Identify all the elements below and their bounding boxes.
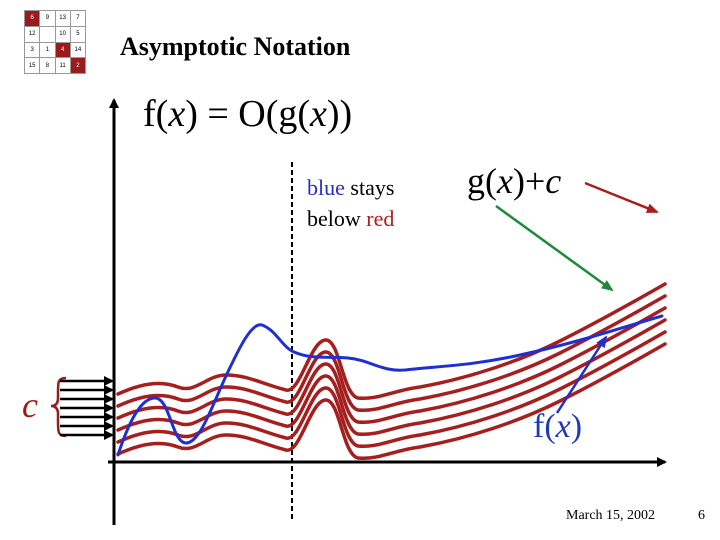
green-pointer-arrow: [495, 204, 614, 292]
c-label: c: [22, 385, 38, 425]
logo-tile: 3: [25, 42, 40, 58]
red-curve: [116, 306, 667, 424]
logo-tile: 10: [55, 26, 70, 42]
puzzle-logo: 6 9 13 7 12 10 5 3 1 4 14 15 8 11 2: [24, 10, 86, 74]
footer-date: March 15, 2002: [566, 508, 656, 523]
red-curve: [116, 318, 667, 436]
c-offset-arrows: [60, 376, 114, 440]
red-curve: [116, 330, 667, 448]
blue-curve: [116, 314, 664, 457]
logo-tile: 5: [70, 26, 85, 42]
logo-tile: 13: [55, 11, 70, 26]
logo-tile: 15: [25, 58, 40, 73]
left-curly-brace: [50, 376, 67, 438]
headline-formula: f(x) = O(g(x)): [143, 93, 353, 135]
logo-tile: 1: [40, 42, 55, 58]
logo-tile: 6: [25, 11, 40, 26]
logo-tile: 11: [55, 58, 70, 73]
red-curve: [116, 294, 667, 412]
annotation-note: blue stays below red: [307, 175, 395, 231]
red-pointer-arrow: [584, 181, 659, 214]
red-curve: [116, 342, 667, 460]
logo-tile: 7: [70, 11, 85, 26]
blue-pointer-arrow: [555, 335, 608, 414]
logo-tile: 8: [40, 58, 55, 73]
slide-title: Asymptotic Notation: [120, 32, 351, 61]
logo-tile: 12: [25, 26, 40, 42]
page-number: 6: [698, 508, 705, 523]
logo-tile: 2: [70, 58, 85, 73]
logo-tile: 4: [55, 42, 70, 58]
logo-tile: 9: [40, 11, 55, 26]
logo-tile: [40, 26, 55, 42]
g-label: g(x)+c: [467, 161, 562, 201]
logo-tile: 14: [70, 42, 85, 58]
f-label: f(x): [533, 408, 583, 445]
